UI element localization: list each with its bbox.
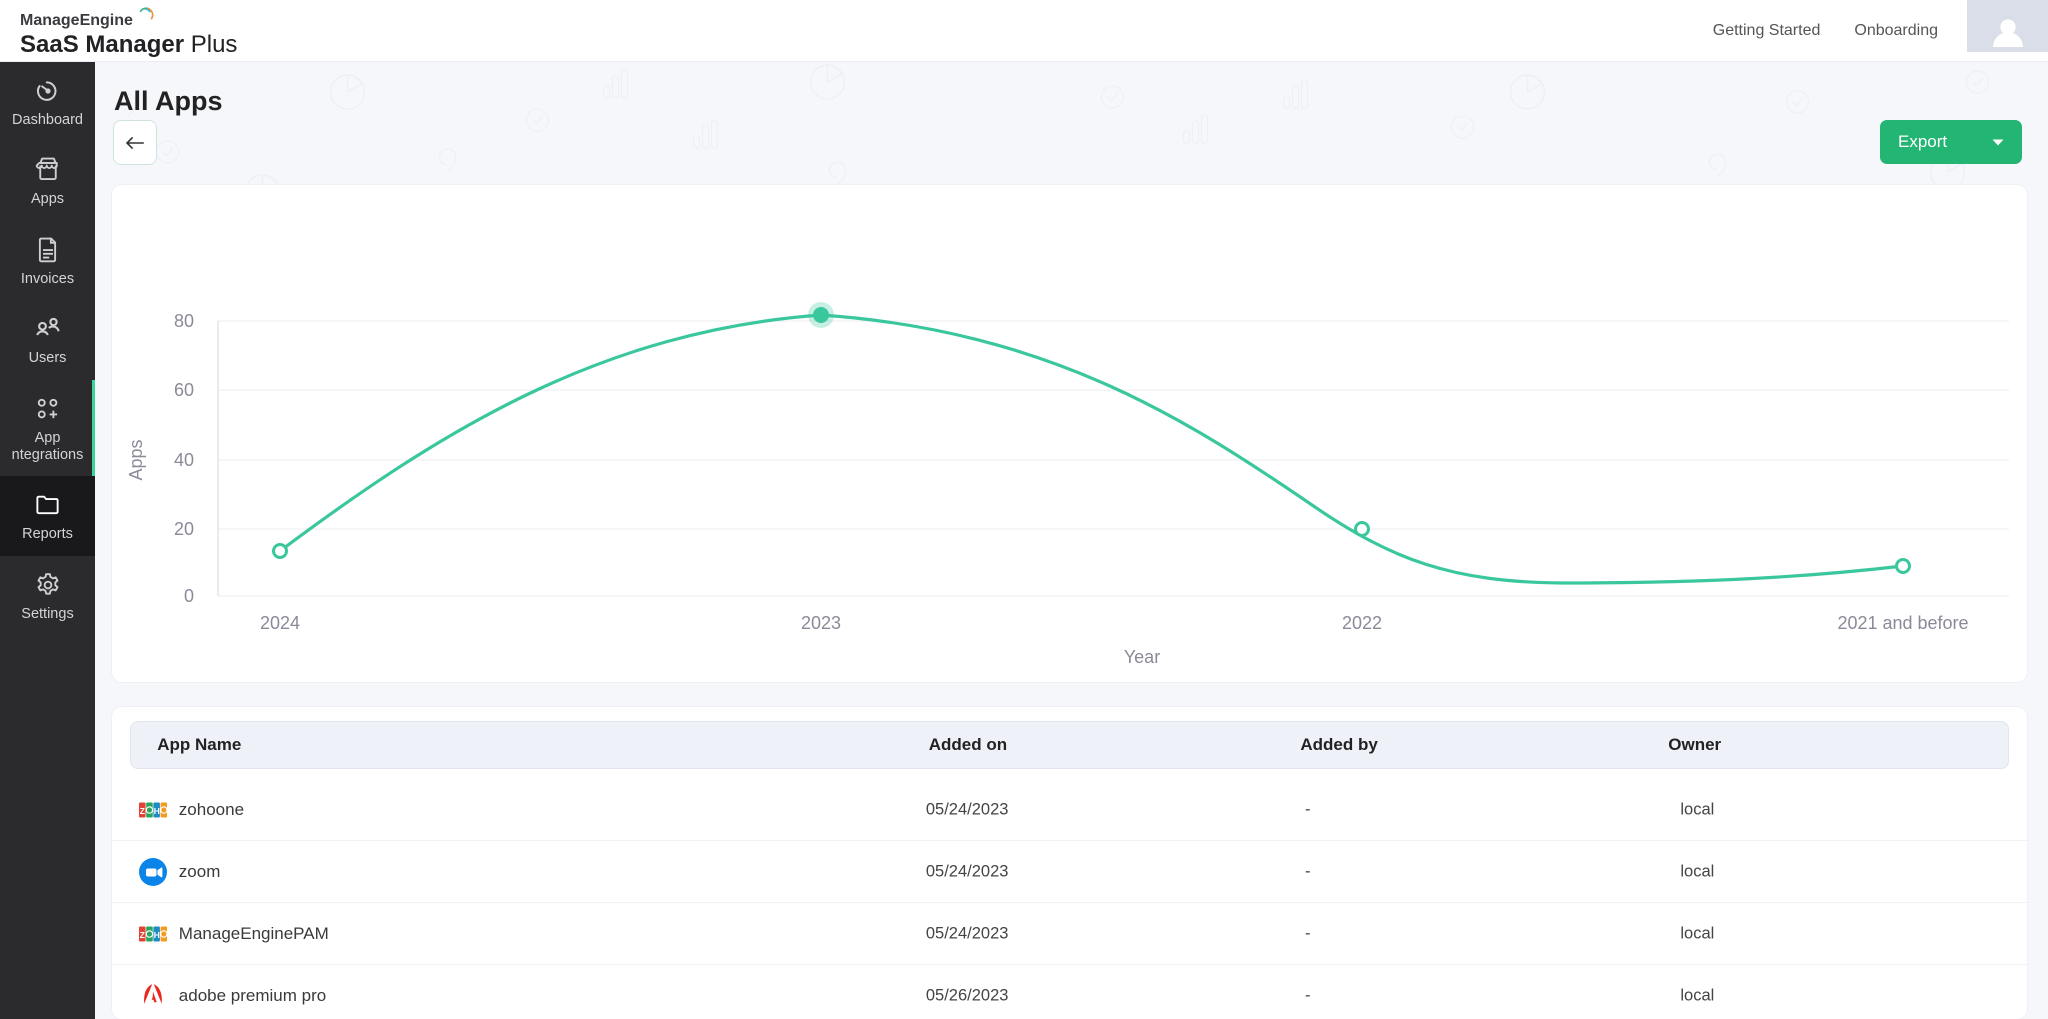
svg-text:2022: 2022 xyxy=(1342,613,1382,633)
svg-text:80: 80 xyxy=(174,311,194,331)
svg-text:Z: Z xyxy=(140,806,145,816)
svg-text:60: 60 xyxy=(174,380,194,400)
svg-text:2023: 2023 xyxy=(801,613,841,633)
svg-text:2024: 2024 xyxy=(260,613,300,633)
svg-text:Z: Z xyxy=(140,930,145,940)
svg-text:H: H xyxy=(153,806,159,816)
svg-text:0: 0 xyxy=(184,586,194,606)
svg-text:20: 20 xyxy=(174,519,194,539)
svg-text:2021 and before: 2021 and before xyxy=(1837,613,1968,633)
svg-text:40: 40 xyxy=(174,450,194,470)
svg-text:Year: Year xyxy=(1124,647,1160,667)
svg-text:Apps: Apps xyxy=(126,439,146,480)
svg-text:H: H xyxy=(153,930,159,940)
